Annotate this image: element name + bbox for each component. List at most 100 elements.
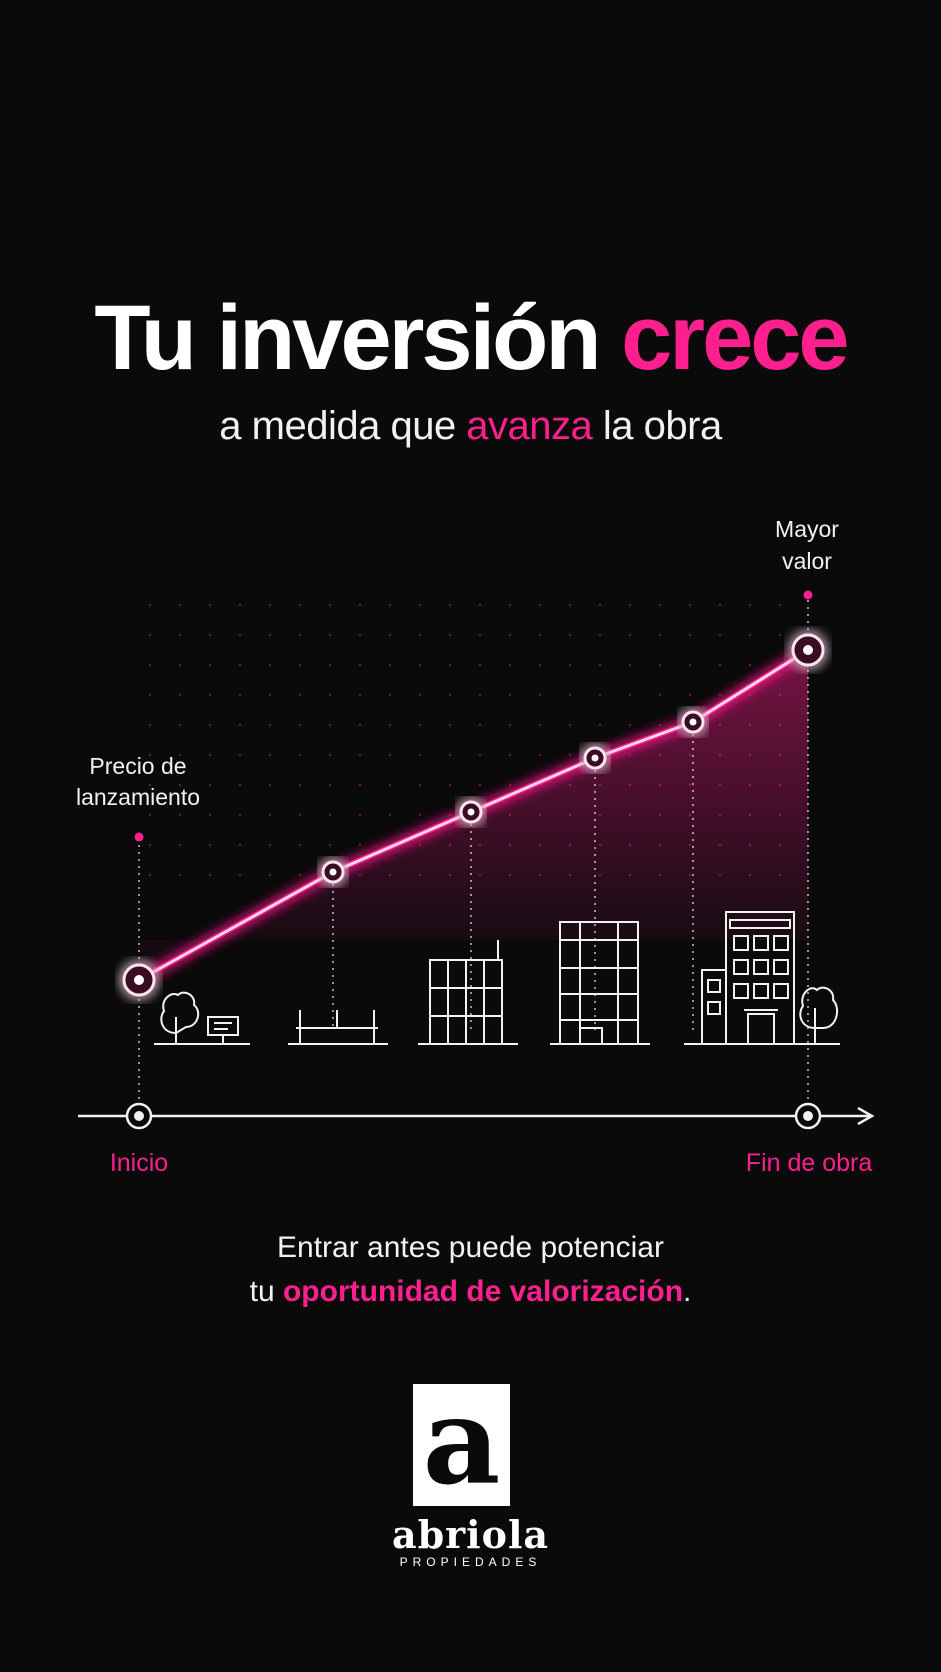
grid-dot [778, 633, 782, 637]
footer-line-2-end: . [683, 1275, 692, 1308]
grid-dot [358, 843, 362, 847]
grid-dot [328, 753, 332, 757]
logo-mark: a [413, 1382, 510, 1506]
grid-dot [148, 663, 152, 667]
grid-dot [328, 843, 332, 847]
grid-dot [418, 813, 422, 817]
start-annotation-line-1: Precio de [89, 753, 186, 779]
grid-dot [598, 723, 602, 727]
grid-dot [358, 753, 362, 757]
grid-dot [148, 633, 152, 637]
grid-dot [538, 693, 542, 697]
grid-dot [268, 723, 272, 727]
grid-dot [358, 693, 362, 697]
grid-dot [448, 813, 452, 817]
grid-dot [478, 693, 482, 697]
axis-end-marker [794, 1102, 822, 1130]
grid-dot [418, 753, 422, 757]
grid-dot [298, 603, 302, 607]
grid-dot [358, 783, 362, 787]
grid-dot [388, 783, 392, 787]
grid-dot [178, 783, 182, 787]
grid-dot [658, 633, 662, 637]
subtitle-part-1: a medida que [219, 404, 467, 448]
grid-dot [418, 783, 422, 787]
axis-start-marker [125, 1102, 153, 1130]
grid-dot [568, 603, 572, 607]
grid-dot [238, 693, 242, 697]
grid-dot [508, 753, 512, 757]
grid-dot [148, 603, 152, 607]
footer-line-2-start: tu [249, 1275, 283, 1308]
grid-dot [328, 723, 332, 727]
grid-dot [718, 603, 722, 607]
grid-dot [208, 663, 212, 667]
start-annotation-line-2: lanzamiento [76, 784, 200, 810]
grid-dot [478, 753, 482, 757]
grid-dot [208, 813, 212, 817]
grid-dot [268, 783, 272, 787]
grid-dot [328, 783, 332, 787]
grid-dot [418, 603, 422, 607]
grid-dot [268, 753, 272, 757]
grid-dot [298, 753, 302, 757]
building-foundation-icon [288, 1010, 388, 1045]
grid-dot [508, 783, 512, 787]
grid-dot [328, 693, 332, 697]
grid-dot [238, 753, 242, 757]
grid-dot [298, 723, 302, 727]
grid-dot [178, 693, 182, 697]
grid-dot [268, 813, 272, 817]
start-annotation-dot [134, 832, 144, 842]
growth-chart: Precio de lanzamiento Mayor valor [76, 516, 875, 1177]
grid-dot [388, 723, 392, 727]
grid-dot [268, 873, 272, 877]
grid-dot [478, 663, 482, 667]
grid-dot [148, 783, 152, 787]
grid-dot [628, 723, 632, 727]
grid-dot [208, 633, 212, 637]
grid-dot [448, 723, 452, 727]
grid-dot [208, 843, 212, 847]
grid-dot [208, 603, 212, 607]
grid-dot [388, 693, 392, 697]
series-points [122, 633, 825, 997]
page-title: Tu inversión crece [0, 292, 941, 384]
grid-dot [358, 813, 362, 817]
grid-dot [508, 693, 512, 697]
axis-start-label: Inicio [110, 1149, 168, 1177]
grid-dot [748, 663, 752, 667]
grid-dot [298, 873, 302, 877]
grid-dot [178, 603, 182, 607]
grid-dot [388, 813, 392, 817]
grid-dot [238, 813, 242, 817]
tree-icon [799, 986, 839, 1044]
grid-dot [238, 663, 242, 667]
grid-dot [718, 633, 722, 637]
grid-dot [628, 693, 632, 697]
data-point [583, 746, 607, 770]
building-structure-icon [550, 921, 650, 1045]
grid-dot [418, 633, 422, 637]
grid-dot [448, 753, 452, 757]
grid-dot [598, 663, 602, 667]
grid-dot [448, 603, 452, 607]
grid-dot [208, 753, 212, 757]
page-subtitle: a medida que avanza la obra [0, 404, 941, 449]
grid-dot [568, 753, 572, 757]
grid-dot [448, 663, 452, 667]
grid-dot [178, 753, 182, 757]
grid-dot [148, 723, 152, 727]
grid-dot [688, 633, 692, 637]
grid-dot [208, 693, 212, 697]
subtitle-highlight: avanza [466, 404, 593, 448]
grid-dot [598, 603, 602, 607]
footer-highlight: oportunidad de valorización [282, 1275, 684, 1308]
data-point [681, 710, 705, 734]
data-point [321, 860, 345, 884]
logo-subtitle: PROPIEDADES [399, 1555, 542, 1569]
grid-dot [658, 663, 662, 667]
grid-dot [298, 843, 302, 847]
grid-dot [268, 843, 272, 847]
grid-dot [238, 783, 242, 787]
